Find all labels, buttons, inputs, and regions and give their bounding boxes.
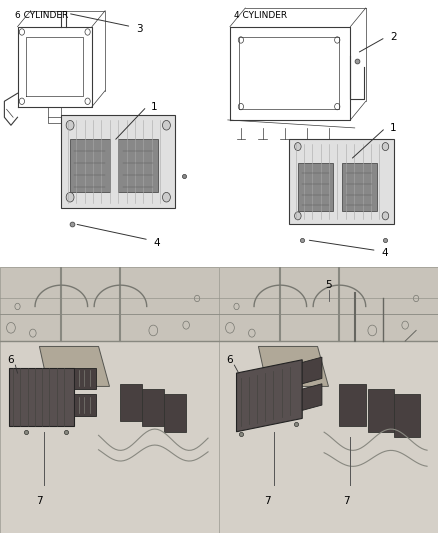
Circle shape [382, 212, 389, 220]
Bar [74, 394, 96, 416]
Circle shape [162, 120, 170, 130]
Polygon shape [289, 139, 394, 224]
Polygon shape [70, 139, 110, 192]
Text: 4 CYLINDER: 4 CYLINDER [234, 11, 287, 20]
Text: 5: 5 [325, 280, 332, 290]
Polygon shape [298, 163, 333, 211]
Polygon shape [342, 163, 377, 211]
Text: 6: 6 [7, 355, 14, 365]
Circle shape [294, 212, 301, 220]
Circle shape [66, 120, 74, 130]
Text: 4: 4 [381, 248, 388, 258]
Text: 3: 3 [136, 25, 142, 34]
Circle shape [294, 143, 301, 151]
Circle shape [66, 192, 74, 202]
Polygon shape [39, 346, 110, 386]
Bar [120, 384, 142, 421]
Text: 2: 2 [390, 33, 396, 42]
Bar [394, 394, 420, 437]
Polygon shape [258, 346, 328, 386]
Bar [0, 266, 219, 341]
Bar [142, 389, 164, 426]
Text: 7: 7 [36, 496, 43, 506]
Text: 6: 6 [226, 355, 233, 365]
Polygon shape [237, 360, 302, 432]
Text: 1: 1 [151, 102, 158, 111]
Bar [219, 266, 438, 341]
Text: 1: 1 [390, 123, 396, 133]
Text: 4: 4 [153, 238, 160, 247]
Polygon shape [118, 139, 158, 192]
Bar [74, 368, 96, 389]
Polygon shape [302, 357, 322, 384]
Text: 7: 7 [264, 496, 271, 506]
Text: 6 CYLINDER: 6 CYLINDER [15, 11, 69, 20]
Text: 7: 7 [343, 496, 350, 506]
Bar [339, 384, 366, 426]
Bar [368, 389, 394, 432]
Polygon shape [61, 115, 175, 208]
Polygon shape [302, 384, 322, 410]
Bar [164, 394, 186, 432]
Circle shape [162, 192, 170, 202]
Bar [9, 368, 74, 426]
Circle shape [382, 143, 389, 151]
